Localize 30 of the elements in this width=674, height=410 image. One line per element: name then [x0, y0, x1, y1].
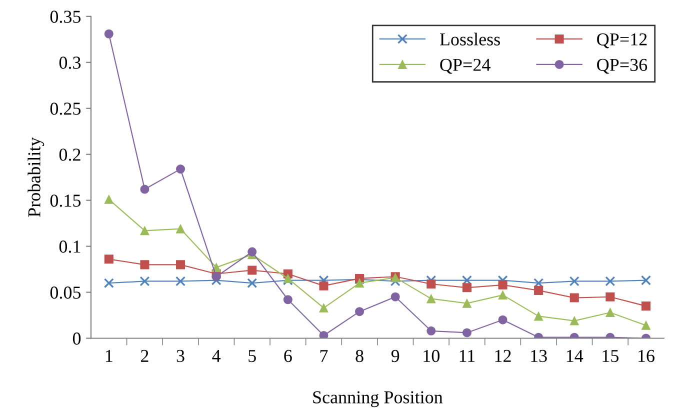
legend-label: QP=36 [597, 58, 648, 74]
legend-label: Lossless [440, 32, 500, 46]
y-tick-label: 0.35 [50, 10, 81, 23]
y-axis-title: Probability [28, 137, 44, 217]
x-tick-label: 5 [248, 350, 256, 362]
y-tick-label: 0.1 [59, 240, 80, 253]
y-tick-label: 0.05 [50, 286, 81, 299]
legend-label: QP=24 [440, 58, 490, 74]
y-tick-label: 0.3 [59, 56, 81, 69]
x-tick-label: 14 [566, 350, 584, 362]
x-tick-label: 3 [176, 350, 184, 362]
x-tick-label: 11 [460, 350, 475, 362]
y-tick-label: 0.15 [50, 194, 81, 207]
x-tick-label: 9 [391, 350, 400, 362]
y-tick-label: 0 [72, 332, 81, 345]
x-tick-label: 12 [495, 350, 511, 362]
x-tick-label: 7 [320, 350, 328, 362]
x-tick-label: 4 [212, 350, 221, 362]
x-tick-label: 1 [106, 350, 112, 362]
x-tick-label: 10 [424, 350, 440, 362]
x-tick-label: 6 [284, 350, 292, 362]
legend-label: QP=12 [597, 33, 647, 48]
x-tick-label: 16 [638, 350, 654, 362]
y-tick-label: 0.2 [59, 148, 80, 161]
x-axis-title: Scanning Position [313, 391, 443, 408]
x-tick-label: 8 [356, 350, 364, 362]
x-tick-label: 13 [531, 350, 547, 362]
y-tick-label: 0.25 [50, 102, 81, 115]
x-tick-label: 2 [140, 350, 148, 362]
x-tick-label: 15 [602, 350, 619, 362]
